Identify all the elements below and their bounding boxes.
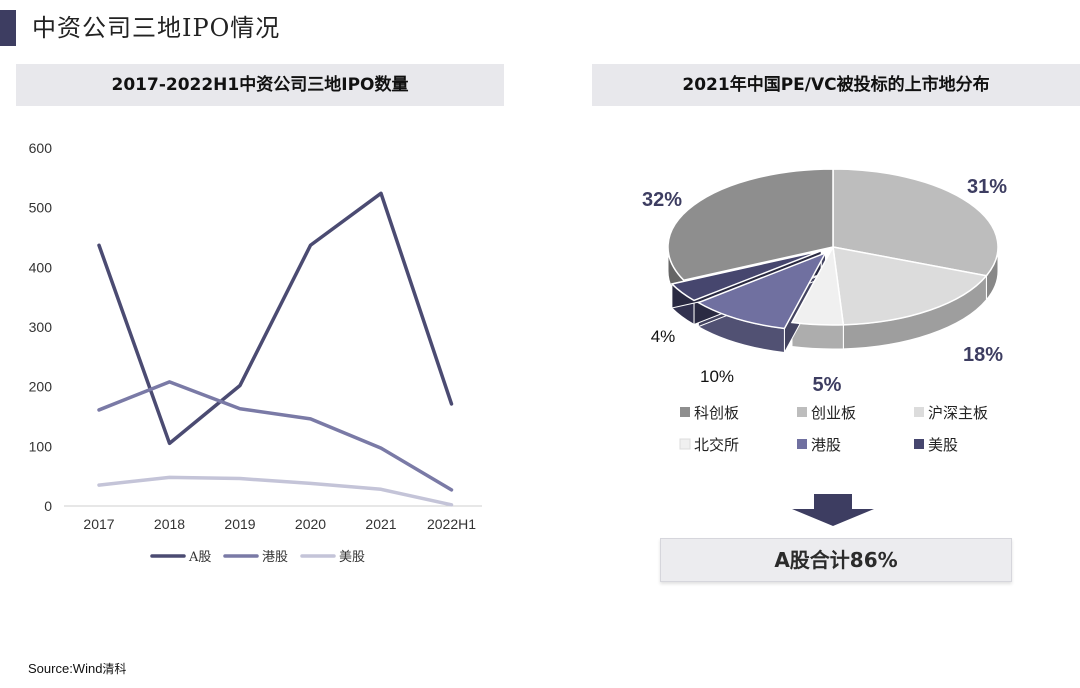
page-title: 中资公司三地IPO情况 [32,14,281,42]
x-tick-label: 2022H1 [427,516,476,532]
pie-slice-2 [832,246,988,326]
x-tick-label: 2018 [154,516,185,532]
pie-chart-header: 2021年中国PE/VC被投标的上市地分布 [592,64,1080,106]
y-tick-label: 0 [44,498,52,514]
pie-legend-swatch-4 [797,439,807,449]
pie-label-3: 5% [813,374,842,396]
pie-legend-swatch-0 [680,407,690,417]
legend-label-1: 港股 [262,550,288,565]
legend-label-2: 美股 [339,550,365,565]
pie-legend-label-4: 港股 [811,436,841,454]
pie-legend-label-2: 沪深主板 [928,404,988,422]
y-tick-label: 400 [29,259,53,275]
title-accent-bar [0,10,16,46]
series-line-0 [97,191,454,446]
source-extra: 清科 [102,662,127,676]
pie-legend-swatch-5 [914,439,924,449]
y-tick-label: 100 [29,438,53,454]
y-tick-label: 300 [29,319,53,335]
pie-slice-0 [667,168,834,282]
x-tick-label: 2017 [83,516,114,532]
down-arrow-icon [792,494,874,526]
pie-legend-swatch-2 [914,407,924,417]
x-tick-label: 2021 [365,516,396,532]
pie-label-5: 4% [651,327,676,346]
pie-legend-swatch-1 [797,407,807,417]
x-tick-label: 2019 [224,516,255,532]
x-tick-label: 2020 [295,516,326,532]
source-label: Source:Wind [28,661,103,676]
a-share-summary-box: A股合计86% [660,538,1012,582]
pie-slice-3 [790,244,845,326]
legend-label-0: A股 [188,550,211,565]
pie-legend-label-0: 科创板 [694,404,739,422]
pie-legend-label-5: 美股 [928,436,958,454]
pie-label-0: 32% [642,189,682,211]
source-note: Source:Wind清科 [28,660,126,677]
y-tick-label: 200 [29,379,53,395]
pie-legend-label-1: 创业板 [811,404,856,422]
pie-slice-5 [670,250,822,302]
pie-slice-4 [696,251,828,330]
pie-legend-swatch-3 [679,438,691,450]
line-chart-header: 2017-2022H1中资公司三地IPO数量 [16,64,504,106]
series-line-1 [97,380,454,492]
pie-side-3 [791,321,844,350]
y-tick-label: 600 [29,140,53,156]
pie-label-2: 18% [963,344,1003,366]
pie-label-1: 31% [967,176,1007,198]
pie-slice-1 [832,168,999,277]
pie-label-4: 10% [700,367,734,386]
y-tick-label: 500 [29,200,53,216]
pie-legend-label-3: 北交所 [694,436,739,454]
series-line-2 [97,475,454,507]
